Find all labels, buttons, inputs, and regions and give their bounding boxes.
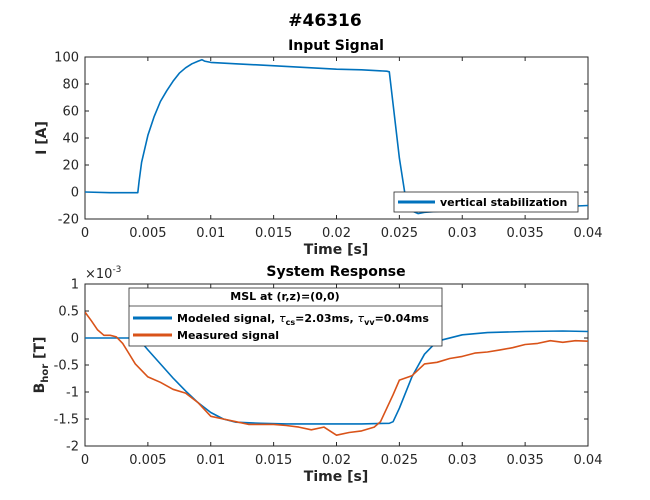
system-response-xtick-label: 0.01	[196, 453, 225, 468]
input-signal-axes: Input Signal 0 0.005 0.01 0.015 0.02 0.025 0.0…	[34, 38, 602, 258]
input-signal-ytick-label: 100	[54, 51, 79, 66]
system-response-series-modeled-signal	[85, 330, 588, 425]
system-response-ytick-label: -1	[66, 386, 79, 401]
input-signal-xtick-label: 0.025	[381, 226, 418, 241]
system-response-lines	[85, 311, 588, 437]
system-response-xtick-label: 0.025	[381, 453, 418, 468]
input-signal-ytick-label: 80	[62, 78, 79, 93]
input-signal-xtick-label: 0.03	[448, 226, 477, 241]
system-response-series-measured-signal	[85, 311, 588, 437]
input-signal-ytick-label: 60	[62, 105, 79, 120]
system-response-xtick-label: 0.005	[129, 453, 166, 468]
system-response-xlabel: Time [s]	[304, 469, 368, 485]
input-signal-xtick-label: 0.02	[322, 226, 351, 241]
input-signal-xtick-label: 0.01	[196, 226, 225, 241]
input-signal-xtick-label: 0	[81, 226, 89, 241]
system-response-legend: MSL at (r,z)=(0,0) Modeled signal, τcs=2…	[128, 287, 443, 347]
legend-label-vertical-stabilization: vertical stabilization	[440, 196, 567, 209]
system-response-ylabel: Bhor [T]	[32, 337, 51, 394]
system-response-xtick-label: 0.02	[322, 453, 351, 468]
system-response-xtick-label: 0.015	[255, 453, 292, 468]
input-signal-legend-box	[393, 191, 579, 213]
system-response-xtick-label: 0.03	[448, 453, 477, 468]
input-signal-xtick-label: 0.005	[129, 226, 166, 241]
system-response-axes: System Response 0 0.005 0.01 0.015 0.02 0.025…	[32, 264, 602, 485]
input-signal-title: Input Signal	[288, 38, 384, 54]
system-response-ticks: 0 0.005 0.01 0.015 0.02 0.025 0.03 0.035 0.04 -2 -…	[54, 278, 603, 469]
system-response-ytick-label: 1	[71, 278, 79, 293]
input-signal-ytick-label: 20	[62, 159, 79, 174]
system-response-ytick-label: -0.5	[54, 359, 79, 374]
y-exponent-label: ×10-3	[85, 265, 121, 282]
system-response-title: System Response	[266, 264, 405, 280]
system-response-ytick-label: -2	[66, 440, 79, 455]
system-response-xtick-label: 0.035	[507, 453, 544, 468]
input-signal-legend: vertical stabilization	[393, 191, 579, 213]
input-signal-ylabel: I [A]	[34, 121, 50, 155]
system-response-ytick-label: 0.5	[58, 305, 79, 320]
input-signal-xtick-label: 0.035	[507, 226, 544, 241]
legend-label-measured-signal: Measured signal	[177, 329, 279, 342]
input-signal-xtick-label: 0.015	[255, 226, 292, 241]
system-response-xtick-label: 0.04	[574, 453, 603, 468]
system-response-ytick-label: 0	[71, 332, 79, 347]
system-response-ytick-label: -1.5	[54, 413, 79, 428]
input-signal-ytick-label: 40	[62, 132, 79, 147]
figure-title: #46316	[288, 11, 361, 31]
input-signal-xlabel: Time [s]	[304, 242, 368, 258]
input-signal-ticks: 0 0.005 0.01 0.015 0.02 0.025 0.03 0.035 0.04 -20…	[54, 51, 602, 242]
input-signal-ytick-label: 0	[71, 186, 79, 201]
input-signal-ytick-label: -20	[58, 213, 79, 228]
input-signal-xtick-label: 0.04	[574, 226, 603, 241]
system-response-legend-box	[128, 287, 443, 347]
system-response-xtick-label: 0	[81, 453, 89, 468]
legend-title: MSL at (r,z)=(0,0)	[230, 290, 339, 303]
legend-label-modeled-signal: Modeled signal, τcs=2.03ms, τvv=0.04ms	[177, 312, 429, 327]
